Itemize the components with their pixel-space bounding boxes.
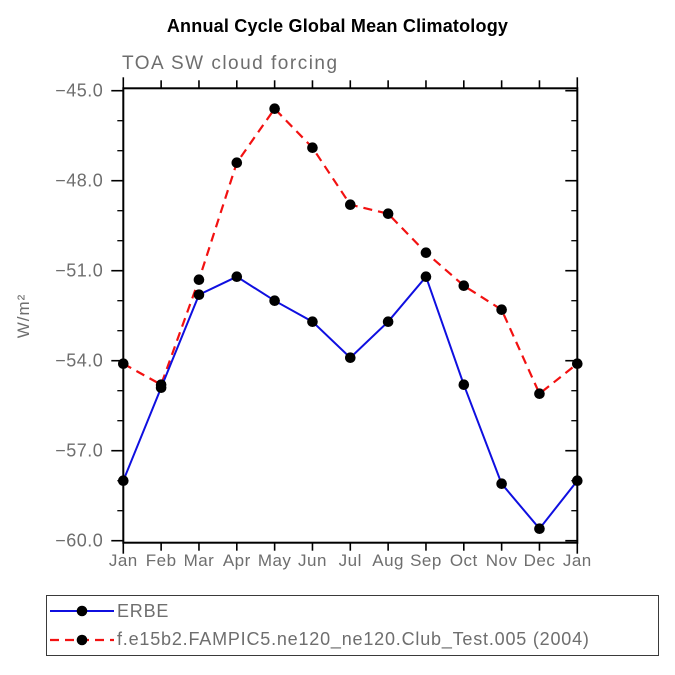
data-point-marker bbox=[382, 208, 394, 219]
data-point-marker bbox=[496, 304, 507, 316]
chart-title: Annual Cycle Global Mean Climatology bbox=[166, 16, 509, 36]
legend-sample-marker bbox=[76, 606, 88, 617]
data-point-marker bbox=[307, 142, 318, 153]
y-tick-label: −54.0 bbox=[55, 351, 103, 371]
data-point-marker bbox=[345, 352, 356, 364]
y-tick-label: −57.0 bbox=[55, 441, 103, 461]
data-point-marker bbox=[382, 316, 394, 328]
data-point-marker bbox=[420, 271, 432, 283]
legend-item-erbe: ERBE bbox=[47, 598, 658, 624]
legend: ERBE f.e15b2.FAMPIC5.ne120_ne120.Club_Te… bbox=[46, 595, 659, 656]
y-tick-label: −48.0 bbox=[55, 171, 103, 191]
data-point-marker bbox=[231, 271, 243, 283]
x-tick-label: Oct bbox=[450, 551, 478, 570]
legend-label: f.e15b2.FAMPIC5.ne120_ne120.Club_Test.00… bbox=[117, 629, 590, 650]
x-tick-label: Apr bbox=[223, 551, 251, 570]
data-point-marker bbox=[193, 289, 205, 301]
data-point-marker bbox=[534, 523, 545, 534]
data-point-marker bbox=[534, 388, 545, 400]
data-point-marker bbox=[231, 157, 243, 168]
data-point-marker bbox=[307, 316, 318, 328]
data-point-marker bbox=[420, 247, 432, 258]
chart-subtitle: TOA SW cloud forcing bbox=[122, 53, 339, 74]
x-tick-label: Jul bbox=[339, 551, 362, 570]
plot-frame bbox=[122, 87, 579, 544]
legend-label: ERBE bbox=[117, 600, 170, 621]
data-point-marker bbox=[193, 274, 205, 286]
data-point-marker bbox=[572, 358, 583, 370]
data-point-marker bbox=[496, 478, 507, 490]
x-tick-label: Aug bbox=[372, 551, 404, 570]
x-tick-label: Mar bbox=[184, 551, 215, 570]
y-tick-label: −51.0 bbox=[55, 261, 103, 281]
series-line-1 bbox=[122, 106, 578, 396]
x-tick-label: Dec bbox=[524, 551, 556, 570]
data-point-marker bbox=[269, 295, 280, 307]
data-point-marker bbox=[572, 475, 583, 487]
x-tick-label: Jan bbox=[563, 551, 592, 570]
x-tick-label: Jan bbox=[109, 551, 138, 570]
data-point-marker bbox=[458, 379, 470, 391]
data-point-marker bbox=[118, 475, 129, 487]
x-tick-label: Jun bbox=[298, 551, 327, 570]
y-tick-label: −60.0 bbox=[55, 531, 103, 551]
series-line-0 bbox=[122, 274, 579, 531]
data-point-marker bbox=[155, 379, 167, 391]
x-tick-label: Nov bbox=[486, 551, 518, 570]
legend-sample-marker bbox=[76, 634, 88, 645]
data-point-marker bbox=[269, 103, 280, 114]
legend-line-sample-icon bbox=[50, 634, 114, 645]
y-tick-label: −45.0 bbox=[55, 81, 103, 101]
data-point-marker bbox=[345, 199, 356, 210]
data-point-marker bbox=[458, 280, 470, 292]
x-tick-label: Sep bbox=[410, 551, 442, 570]
legend-line-sample-icon bbox=[50, 606, 114, 617]
legend-item-model: f.e15b2.FAMPIC5.ne120_ne120.Club_Test.00… bbox=[47, 627, 658, 653]
data-point-marker bbox=[118, 358, 129, 370]
x-tick-label: May bbox=[258, 551, 292, 570]
x-tick-label: Feb bbox=[146, 551, 177, 570]
